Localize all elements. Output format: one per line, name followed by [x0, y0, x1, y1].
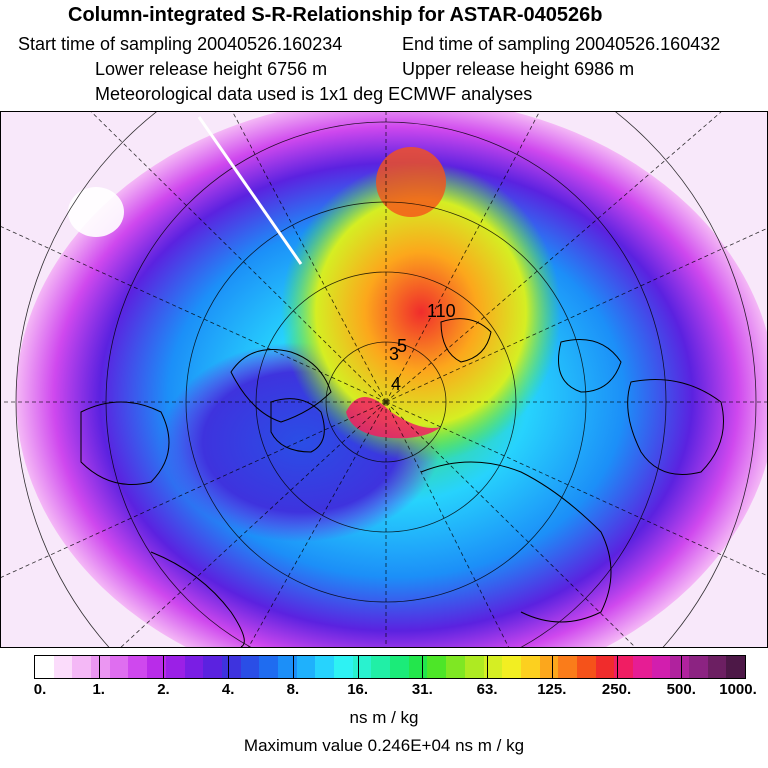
colorbar-segment: [689, 656, 708, 678]
contour-label: 110: [427, 301, 456, 321]
colorbar-segment: [165, 656, 185, 678]
colorbar-tick-label: 500.: [666, 681, 696, 698]
colorbar-segment: [707, 656, 727, 678]
colorbar-segment: [483, 656, 503, 678]
colorbar-segment: [221, 656, 241, 678]
colorbar-segment: [277, 656, 297, 678]
colorbar-segment: [558, 656, 577, 678]
colorbar-segment: [520, 656, 540, 678]
colorbar-divider: [228, 655, 230, 679]
contour-label: 3: [389, 344, 399, 364]
colorbar-divider: [163, 655, 165, 679]
colorbar-segment: [259, 656, 278, 678]
colorbar-divider: [98, 655, 100, 679]
colorbar-tick-label: 31.: [411, 681, 433, 698]
colorbar-segment: [315, 656, 334, 678]
colorbar-tick-label: 2.: [157, 681, 170, 698]
contour-labels: 110 3 5 4: [389, 301, 456, 394]
colorbar-divider: [422, 655, 424, 679]
colorbar-segment: [53, 656, 73, 678]
high-region: [281, 162, 561, 462]
flight-track: [197, 116, 303, 265]
colorbar-segment: [446, 656, 465, 678]
colorbar-segment: [576, 656, 596, 678]
colorbar-segment: [352, 656, 372, 678]
colorbar-segment: [334, 656, 353, 678]
coastlines: [80, 318, 724, 647]
chart-title: Column-integrated S-R-Relationship for A…: [68, 4, 603, 26]
colorbar-segment: [502, 656, 521, 678]
colorbar-segment: [633, 656, 652, 678]
colorbar-tick-label: 250.: [601, 681, 632, 698]
colorbar-segment: [427, 656, 447, 678]
polar-map[interactable]: 110 3 5 4: [0, 111, 768, 648]
colorbar: [34, 655, 746, 679]
colorbar-divider: [616, 655, 618, 679]
colorbar-tick-label: 1.: [92, 681, 105, 698]
colorbar-segment: [726, 656, 746, 678]
colorbar-segment: [670, 656, 690, 678]
colorbar-segment: [72, 656, 92, 678]
colorbar-divider: [357, 655, 359, 679]
colorbar-segment: [595, 656, 615, 678]
upper-release-label: Upper release height 6986 m: [402, 59, 635, 79]
colorbar-segment: [408, 656, 428, 678]
colorbar-tick-label: 1000.: [719, 681, 757, 698]
lower-release-label: Lower release height 6756 m: [95, 59, 328, 79]
colorbar-segment: [128, 656, 148, 678]
end-time-label: End time of sampling 20040526.160432: [402, 34, 721, 54]
colorbar-tick-label: 4.: [221, 681, 235, 698]
colorbar-segment: [371, 656, 391, 678]
colorbar-divider: [681, 655, 683, 679]
colorbar-segment: [91, 656, 110, 678]
white-spot: [68, 187, 124, 237]
colorbar-divider: [292, 655, 294, 679]
colorbar-segment: [109, 656, 129, 678]
colorbar-tick-label: 16.: [347, 681, 369, 698]
colorbar-divider: [551, 655, 553, 679]
colorbar-segment: [390, 656, 409, 678]
colorbar-segment: [240, 656, 260, 678]
colorbar-tick-label: 63.: [476, 681, 498, 698]
colorbar-tick-label: 8.: [286, 681, 300, 698]
colorbar-tick-label: 0.: [33, 681, 47, 698]
start-time-label: Start time of sampling 20040526.160234: [18, 34, 343, 54]
colorbar-units: ns m / kg: [349, 708, 419, 727]
colorbar-segment: [296, 656, 316, 678]
contour-label: 4: [391, 374, 401, 394]
colorbar-segment: [147, 656, 166, 678]
colorbar-tick-label: 125.: [537, 681, 567, 698]
colorbar-segment: [614, 656, 633, 678]
colorbar-segment: [35, 656, 54, 678]
contour-label: 5: [397, 336, 407, 356]
hotspot-north: [376, 147, 446, 217]
max-value-label: Maximum value 0.246E+04 ns m / kg: [243, 736, 525, 755]
colorbar-segment: [203, 656, 222, 678]
colorbar-segment: [651, 656, 671, 678]
colorbar-segment: [539, 656, 559, 678]
colorbar-segment: [464, 656, 484, 678]
colorbar-divider: [487, 655, 489, 679]
map-canvas: 110 3 5 4: [1, 112, 767, 647]
colorbar-segment: [184, 656, 204, 678]
met-data-label: Meteorological data used is 1x1 deg ECMW…: [95, 84, 533, 104]
